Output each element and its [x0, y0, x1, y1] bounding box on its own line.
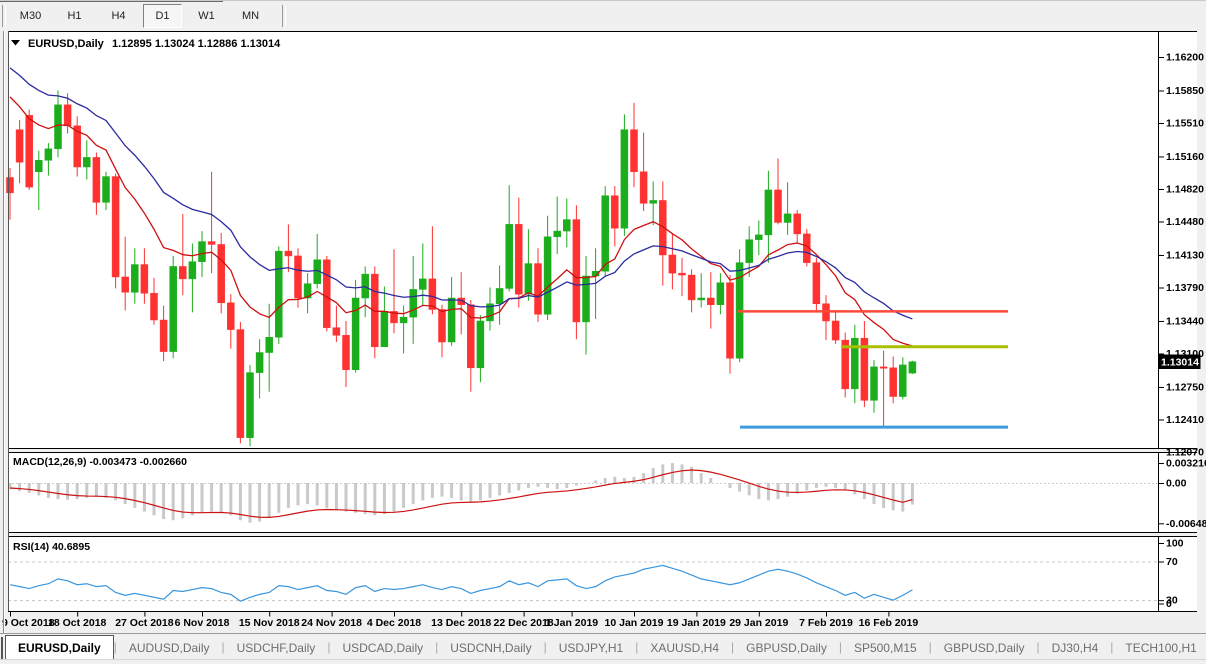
tab-divider: | [1036, 640, 1040, 654]
svg-text:1 Jan 2019: 1 Jan 2019 [545, 617, 598, 629]
tab-divider: | [1110, 640, 1114, 654]
tab-divider: | [731, 640, 735, 654]
tab-divider: | [327, 640, 331, 654]
svg-text:70: 70 [1166, 556, 1178, 568]
timeframe-mn-button[interactable]: MN [241, 10, 260, 22]
ma-slow-line [9, 67, 913, 320]
svg-text:1.13440: 1.13440 [1166, 315, 1204, 327]
svg-text:6 Nov 2018: 6 Nov 2018 [175, 617, 230, 629]
svg-text:4 Dec 2018: 4 Dec 2018 [367, 617, 421, 629]
status-bar [0, 659, 1206, 664]
panel-backgrounds [8, 31, 1197, 611]
svg-text:24 Nov 2018: 24 Nov 2018 [301, 617, 362, 629]
candles [6, 90, 917, 447]
rsi-line [9, 564, 913, 602]
svg-text:19 Jan 2019: 19 Jan 2019 [667, 617, 726, 629]
rsi-panel[interactable] [9, 564, 913, 602]
symbol-tab-gbpusd-daily[interactable]: GBPUSD,Daily [943, 640, 1025, 655]
price-scale[interactable]: 1.16200 1.15850 1.15510 1.15160 1.14820 1.144… [1158, 52, 1204, 459]
svg-text:1.14480: 1.14480 [1166, 216, 1204, 228]
tab-divider: | [838, 640, 842, 654]
symbol-tab-usdjpy-h1[interactable]: USDJPY,H1 [558, 640, 624, 655]
ma-fast-line [9, 96, 913, 347]
macd-label: MACD(12,26,9) -0.003473 -0.002660 [13, 456, 187, 468]
chart-title-ohlc: 1.12895 1.13024 1.12886 1.13014 [112, 38, 281, 50]
svg-text:100: 100 [1166, 538, 1184, 550]
symbol-tab-gbpusd-daily[interactable]: GBPUSD,Daily [746, 640, 827, 655]
macd-scale[interactable]: 0.003216 0.00 -0.006485 [1158, 458, 1206, 530]
tab-divider: | [435, 640, 439, 654]
chart-title-symbol: EURUSD,Daily [28, 38, 105, 50]
svg-text:1.14130: 1.14130 [1166, 249, 1204, 261]
tab-divider: | [221, 640, 225, 654]
window-border-left-light [4, 30, 5, 633]
rsi-label: RSI(14) 40.6895 [13, 541, 90, 553]
svg-text:-0.006485: -0.006485 [1166, 518, 1206, 530]
svg-text:7 Feb 2019: 7 Feb 2019 [799, 617, 853, 629]
svg-text:1.12750: 1.12750 [1166, 381, 1204, 393]
tab-divider: | [543, 640, 547, 654]
svg-text:0.00: 0.00 [1166, 478, 1187, 490]
svg-text:10 Jan 2019: 10 Jan 2019 [605, 617, 664, 629]
macd-signal-line [9, 469, 913, 518]
timeframe-h1-button[interactable]: H1 [67, 10, 82, 22]
symbol-tab-audusd-daily[interactable]: AUDUSD,Daily [128, 640, 210, 655]
svg-text:1.13014: 1.13014 [1161, 357, 1199, 369]
toolbar-separator [282, 5, 286, 27]
timeframe-m30-button[interactable]: M30 [19, 10, 42, 22]
timeframe-w1-button[interactable]: W1 [198, 10, 215, 22]
symbol-tab-usdchf-daily[interactable]: USDCHF,Daily [236, 640, 316, 655]
svg-text:22 Dec 2018: 22 Dec 2018 [494, 617, 554, 629]
window-border-left-dark [3, 30, 4, 633]
svg-text:27 Oct 2018: 27 Oct 2018 [115, 617, 174, 629]
svg-text:1.15160: 1.15160 [1166, 151, 1204, 163]
svg-text:30: 30 [1166, 595, 1178, 607]
symbol-tab-dj30-h4[interactable]: DJ30,H4 [1051, 640, 1099, 655]
svg-text:1.12410: 1.12410 [1166, 414, 1204, 426]
tab-divider: | [928, 640, 932, 654]
svg-text:18 Oct 2018: 18 Oct 2018 [48, 617, 107, 629]
toolbar-top-edge [0, 1, 223, 2]
symbol-tab-sp500-m15[interactable]: SP500,M15 [853, 640, 917, 655]
tab-divider: | [635, 640, 639, 654]
toolbar-grip[interactable] [2, 5, 6, 27]
svg-text:0: 0 [1166, 598, 1172, 610]
svg-text:0.003216: 0.003216 [1166, 458, 1206, 470]
horizontal-lines[interactable] [738, 310, 1008, 429]
svg-text:16 Feb 2019: 16 Feb 2019 [859, 617, 919, 629]
svg-text:29 Jan 2019: 29 Jan 2019 [729, 617, 788, 629]
macd-panel[interactable] [8, 463, 914, 523]
symbol-tab-usdcad-daily[interactable]: USDCAD,Daily [342, 640, 424, 655]
rsi-scale[interactable]: 100 70 300 [1158, 538, 1184, 611]
tab-divider: | [113, 640, 117, 654]
timeframe-d1-button[interactable]: D1 [143, 4, 182, 28]
svg-text:1.14820: 1.14820 [1166, 183, 1204, 195]
timeframe-h4-button[interactable]: H4 [111, 10, 126, 22]
svg-text:9 Oct 2018: 9 Oct 2018 [2, 617, 55, 629]
svg-text:1.12070: 1.12070 [1166, 446, 1204, 458]
timeframe-toolbar: M30 H1 H4 D1 W1 MN [0, 0, 1206, 31]
svg-text:1.15510: 1.15510 [1166, 117, 1204, 129]
symbol-tab-xauusd-h4[interactable]: XAUUSD,H4 [650, 640, 720, 655]
moving-averages [9, 67, 913, 347]
symbol-dropdown-icon[interactable] [11, 40, 20, 46]
symbol-tab-bar: EURUSD,Daily | AUDUSD,Daily | USDCHF,Daily | U… [0, 633, 1206, 660]
svg-text:1.13790: 1.13790 [1166, 282, 1204, 294]
tab-stub[interactable] [1, 637, 3, 660]
svg-text:1.15850: 1.15850 [1166, 85, 1204, 97]
symbol-tab-tech100-h1[interactable]: TECH100,H1 [1125, 640, 1197, 655]
svg-text:1.16200: 1.16200 [1166, 52, 1204, 64]
chart-canvas[interactable]: 1.16200 1.15850 1.15510 1.15160 1.14820 1.144… [0, 0, 1206, 633]
symbol-tab-eurusd-daily[interactable]: EURUSD,Daily [5, 635, 114, 660]
current-price-tag: 1.13014 [1158, 354, 1201, 369]
svg-text:13 Dec 2018: 13 Dec 2018 [431, 617, 491, 629]
svg-text:15 Nov 2018: 15 Nov 2018 [239, 617, 300, 629]
panel-borders [8, 31, 1197, 612]
symbol-tab-usdcnh-daily[interactable]: USDCNH,Daily [450, 640, 532, 655]
